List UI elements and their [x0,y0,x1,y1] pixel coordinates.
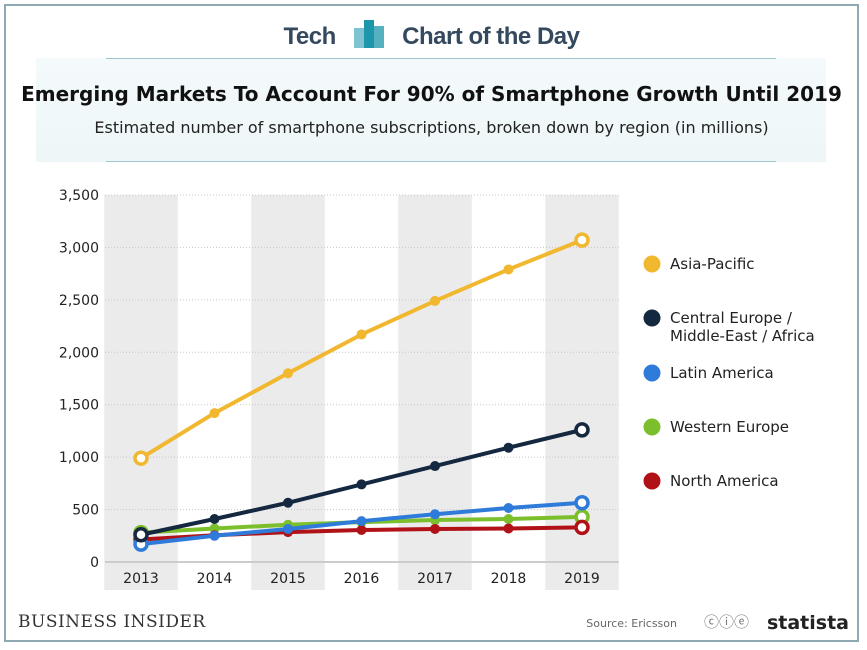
data-point [503,442,514,453]
data-point [430,461,440,472]
data-point [430,295,440,306]
data-point [503,523,514,534]
legend-swatch [643,418,661,436]
data-point [356,479,367,490]
statista-logo: statista [766,612,849,634]
data-point [356,516,367,527]
legend-label: Asia-Pacific [670,255,755,273]
x-tick-label: 2016 [344,571,380,587]
x-tick-label: 2017 [417,571,453,587]
y-tick-label: 1,000 [59,450,99,466]
legend-swatch [643,309,661,327]
data-point [356,329,367,340]
y-tick-label: 1,500 [59,398,99,414]
series-line [139,238,583,460]
y-tick-label: 500 [72,503,99,519]
data-point [503,264,514,275]
chart-title: Emerging Markets To Account For 90% of S… [21,82,842,106]
data-point [430,523,440,534]
header-brand: Tech Chart of the Day [6,20,857,51]
data-point [356,525,367,536]
data-point [133,526,149,543]
divider [106,161,776,162]
x-tick-label: 2019 [564,571,600,587]
header-tech: Tech [283,23,337,50]
divider [106,58,776,59]
legend-swatch [643,255,661,273]
x-tick-label: 2013 [123,571,159,587]
data-point [503,502,514,513]
data-point [574,232,590,248]
infographic: Tech Chart of the Day Emerging Markets T… [4,4,859,642]
y-tick-label: 2,000 [59,345,99,361]
y-tick-label: 3,000 [59,240,99,256]
legend-label: Central Europe / Middle-East / Africa [670,309,815,345]
data-point [209,514,220,525]
legend-label: North America [670,472,779,490]
data-point [283,368,293,379]
data-point [283,497,293,508]
chart-subtitle: Estimated number of smartphone subscript… [94,118,769,137]
data-point [503,514,514,525]
data-point [209,408,220,419]
data-point [133,450,149,466]
legend-swatch [643,364,661,382]
data-point [209,530,220,541]
data-point [430,509,440,520]
data-point [574,519,590,536]
x-tick-label: 2014 [197,571,233,587]
y-tick-label: 0 [90,555,99,571]
y-tick-label: 3,500 [59,188,99,204]
cc-license-icon: ⓒⓘⓔ [703,613,749,631]
legend-swatch [643,472,661,490]
line-chart: 0 500 1,000 1,500 2,000 2,500 3,000 3,500 2013 20… [59,188,815,590]
x-tick-label: 2015 [270,571,306,587]
x-tick-label: 2018 [491,571,527,587]
header-chart-of-the-day: Chart of the Day [402,23,580,50]
bar-logo-icon [353,20,384,48]
title-band [36,58,826,162]
column-band [104,195,178,590]
legend-label: Latin America [670,364,774,382]
source-note: Source: Ericsson [586,617,677,630]
data-point [574,495,590,511]
data-point [574,422,590,438]
legend-label: Western Europe [670,418,789,436]
y-tick-label: 2,500 [59,293,99,309]
business-insider-logo: BUSINESS INSIDER [18,612,206,632]
data-point [283,523,293,534]
